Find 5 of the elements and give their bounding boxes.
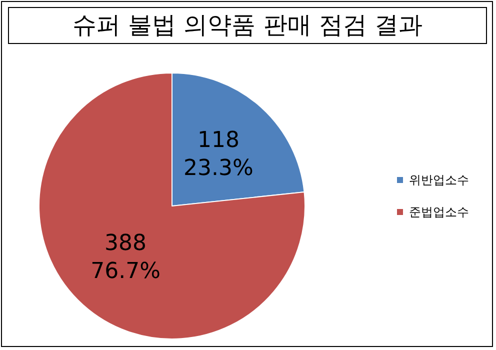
legend-label: 준법업소수: [409, 205, 469, 219]
chart-title: 슈퍼 불법 의약품 판매 점검 결과: [8, 7, 487, 44]
legend-label: 위반업소수: [409, 173, 469, 187]
data-label: 388 76.7%: [90, 231, 160, 284]
data-label: 118 23.3%: [184, 128, 254, 181]
